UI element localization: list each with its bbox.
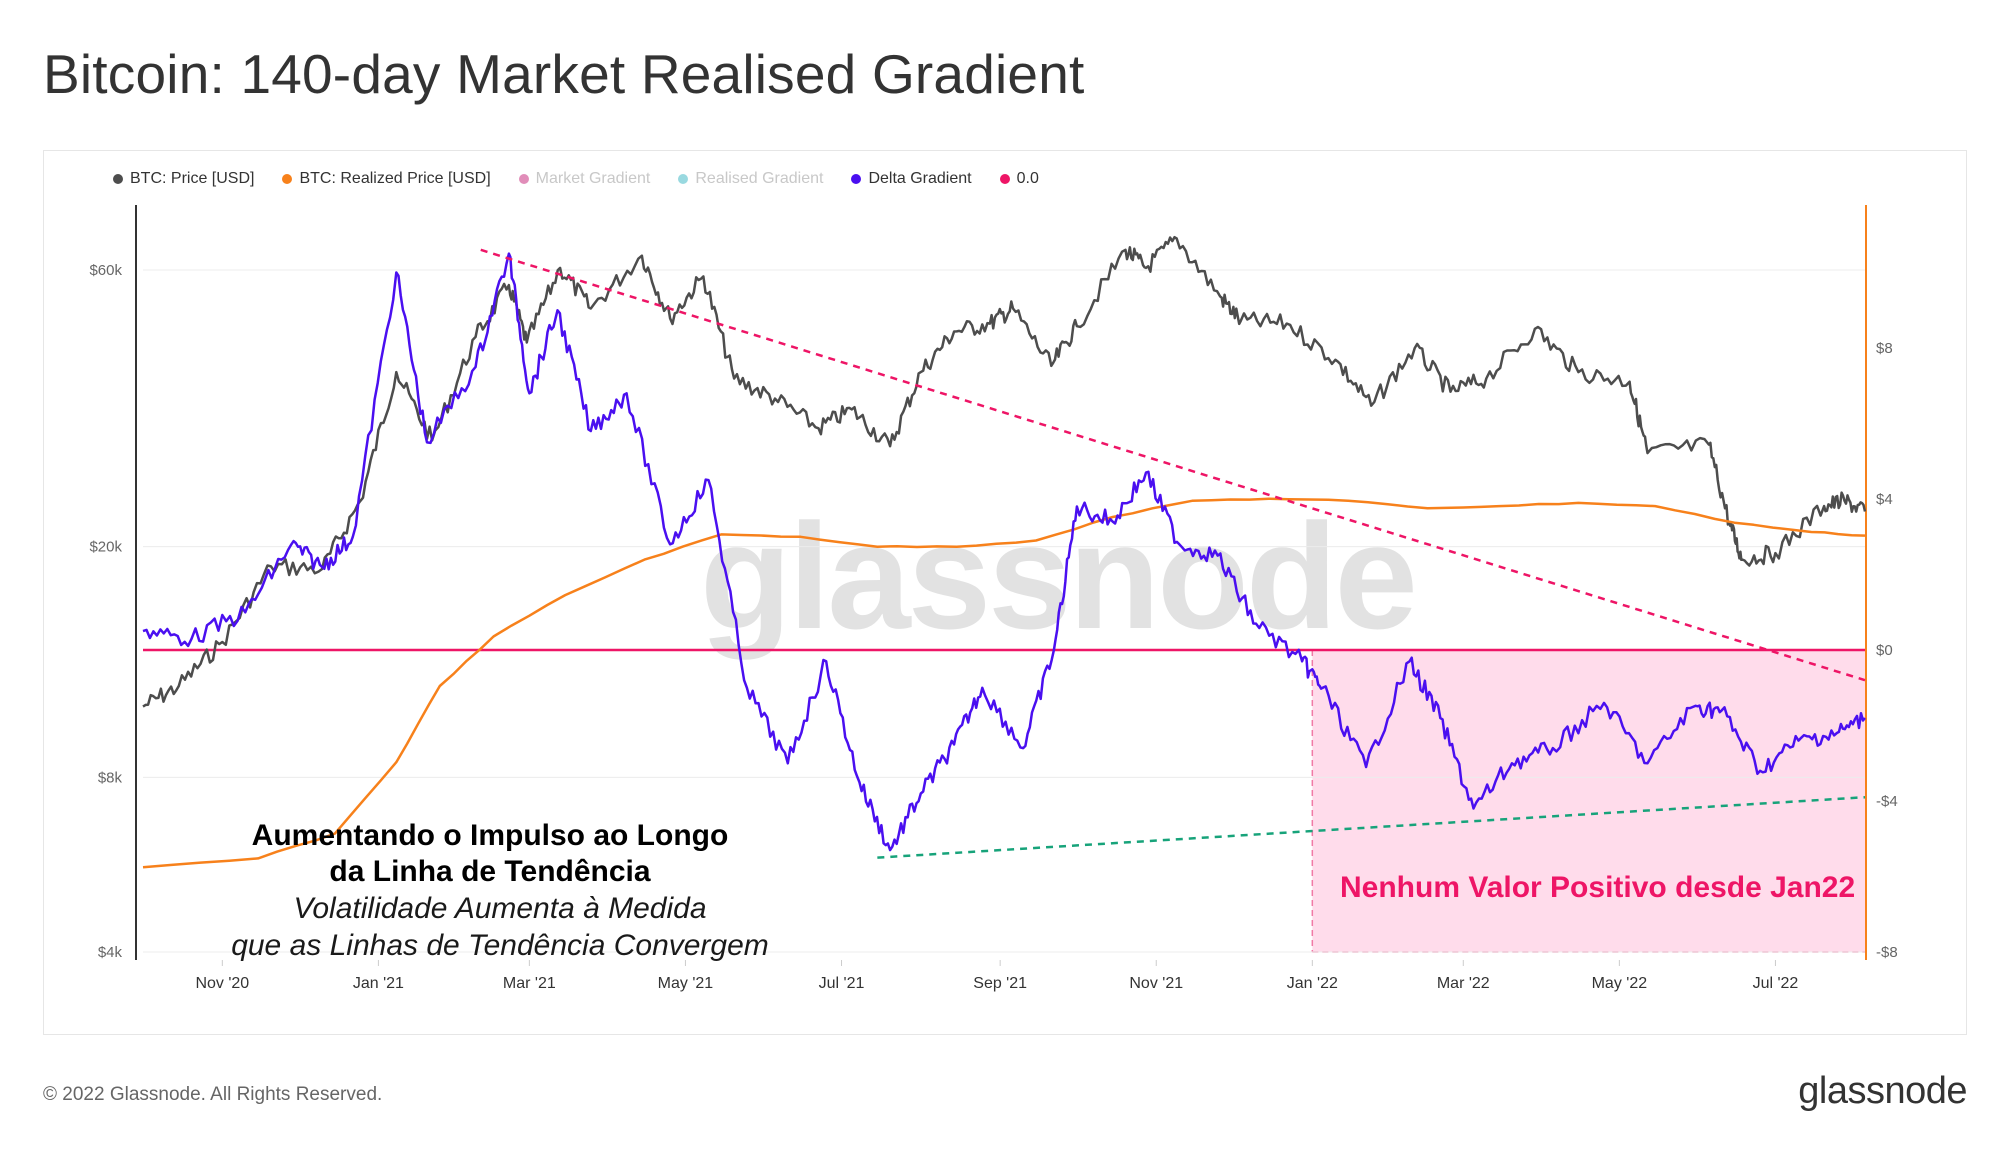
x-tick-label: May '21 <box>658 975 714 992</box>
left-tick-label: $4k <box>98 944 123 961</box>
legend-label: BTC: Price [USD] <box>130 170 255 187</box>
legend-item[interactable]: BTC: Price [USD] <box>113 170 254 188</box>
right-tick-label: $0 <box>1876 642 1893 659</box>
left-tick-label: $60k <box>89 262 122 279</box>
legend-swatch <box>282 174 293 184</box>
legend-swatch <box>113 174 123 184</box>
left-tick-label: $8k <box>98 769 123 786</box>
legend-label: 0.0 <box>1016 170 1039 187</box>
right-tick-label: $8 <box>1876 340 1893 357</box>
legend-label: Delta Gradient <box>868 170 972 187</box>
left-tick-label: $20k <box>89 539 122 556</box>
legend-label: BTC: Realized Price [USD] <box>299 170 491 187</box>
right-tick-label: -$4 <box>1876 793 1898 810</box>
annotation-momentum-line2: da Linha de Tendência <box>329 855 651 888</box>
annotation-momentum: Aumentando o Impulso ao Longo da Linha d… <box>230 818 750 890</box>
x-tick-label: Jul '22 <box>1753 975 1799 992</box>
annotation-momentum-line1: Aumentando o Impulso ao Longo <box>251 819 729 852</box>
legend-item[interactable]: 0.0 <box>999 170 1039 188</box>
chart-legend: BTC: Price [USD] BTC: Realized Price [USD… <box>113 166 1067 192</box>
legend-item[interactable]: Delta Gradient <box>851 170 972 188</box>
footer-logo: glassnode <box>1798 1070 1967 1112</box>
x-tick-label: Mar '22 <box>1437 975 1490 992</box>
x-tick-label: Sep '21 <box>973 975 1027 992</box>
trendline-descending <box>480 248 1866 682</box>
series-line-realized-price <box>142 497 1866 869</box>
series-line-btc-price <box>142 235 1867 708</box>
page-title: Bitcoin: 140-day Market Realised Gradien… <box>43 43 1085 105</box>
series-line-delta-gradient <box>142 252 1866 852</box>
shaded-region <box>1312 650 1865 952</box>
annotation-volatility-line2: que as Linhas de Tendência Convergem <box>231 929 769 962</box>
x-tick-label: Nov '21 <box>1129 975 1183 992</box>
legend-swatch <box>678 174 689 184</box>
x-tick-label: Mar '21 <box>503 975 556 992</box>
legend-swatch <box>851 174 862 184</box>
legend-swatch <box>999 174 1010 184</box>
trendline-ascending <box>877 795 1866 859</box>
legend-label: Market Gradient <box>535 170 651 187</box>
annotation-volatility: Volatilidade Aumenta à Medida que as Lin… <box>200 890 800 964</box>
right-tick-label: $4 <box>1876 491 1893 508</box>
legend-swatch <box>518 174 529 184</box>
x-tick-label: Nov '20 <box>195 975 249 992</box>
x-tick-label: Jan '22 <box>1287 975 1338 992</box>
legend-item[interactable]: Market Gradient <box>518 170 651 188</box>
legend-item[interactable]: Realised Gradient <box>678 170 823 188</box>
legend-label: Realised Gradient <box>695 170 824 187</box>
footer-copyright: © 2022 Glassnode. All Rights Reserved. <box>43 1084 383 1105</box>
annotation-no-positive: Nenhum Valor Positivo desde Jan22 <box>1340 871 1856 904</box>
x-tick-label: Jan '21 <box>353 975 404 992</box>
x-tick-label: Jul '21 <box>819 975 865 992</box>
right-tick-label: -$8 <box>1876 944 1898 961</box>
legend-item[interactable]: BTC: Realized Price [USD] <box>282 170 491 188</box>
x-tick-label: May '22 <box>1592 975 1648 992</box>
annotation-volatility-line1: Volatilidade Aumenta à Medida <box>293 892 707 925</box>
